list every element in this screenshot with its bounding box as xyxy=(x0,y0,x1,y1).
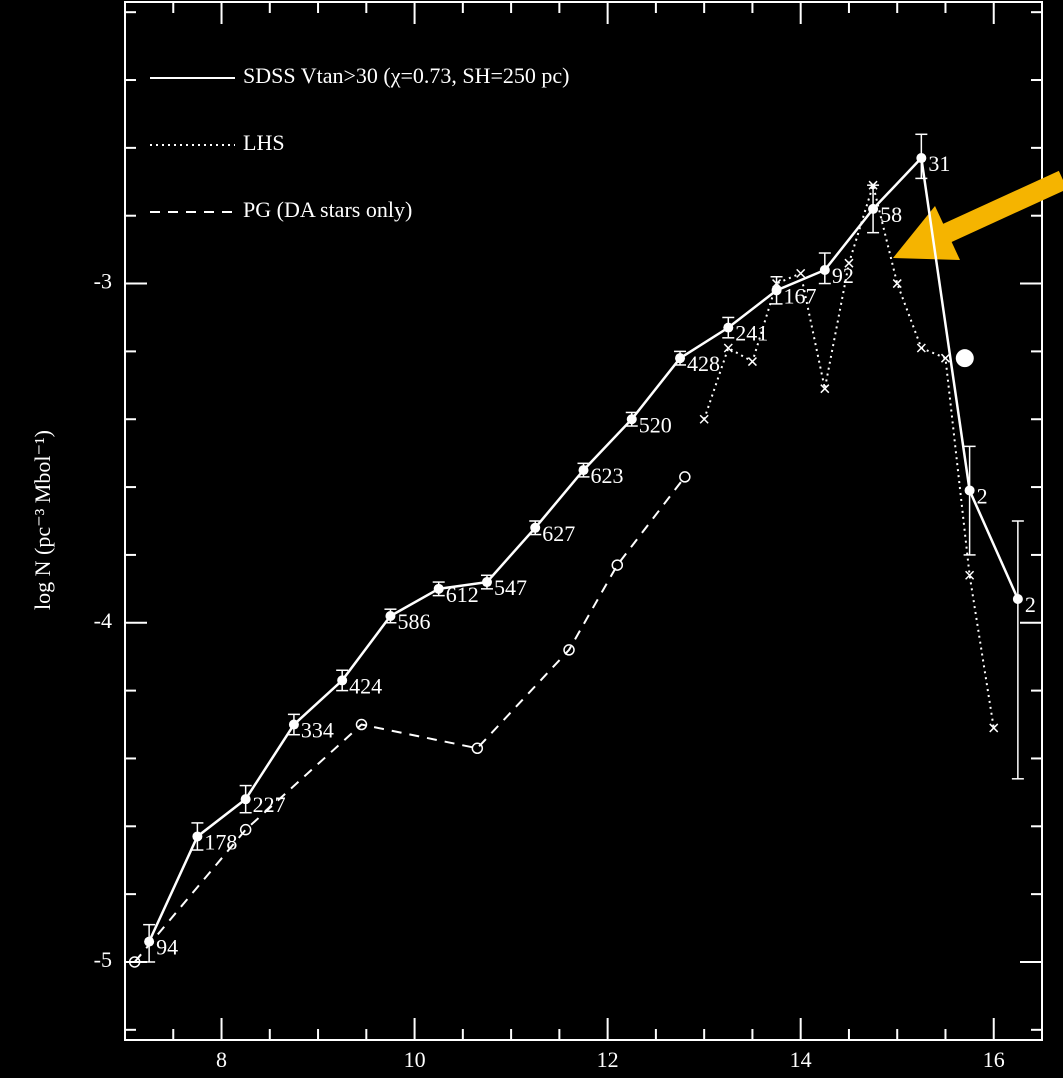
data-point xyxy=(675,353,685,363)
point-label: 92 xyxy=(832,263,854,288)
point-label: 94 xyxy=(156,935,178,960)
y-tick-label: -5 xyxy=(94,947,112,972)
data-point xyxy=(868,204,878,214)
point-label: 227 xyxy=(253,792,286,817)
data-point xyxy=(530,523,540,533)
point-label: 424 xyxy=(349,673,382,698)
chart: log N (pc⁻³ Mbol⁻¹) 8 10 12 14 16 -3 -4 -5 94 178… xyxy=(0,0,1063,1078)
point-label: 2 xyxy=(977,484,988,509)
y-axis-label: log N (pc⁻³ Mbol⁻¹) xyxy=(30,430,55,610)
data-point xyxy=(192,831,202,841)
data-point xyxy=(289,720,299,730)
data-point xyxy=(337,675,347,685)
point-label: 623 xyxy=(591,463,624,488)
data-point xyxy=(1013,594,1023,604)
point-label: 547 xyxy=(494,575,527,600)
data-point xyxy=(385,611,395,621)
point-label: 612 xyxy=(446,582,479,607)
point-label: 627 xyxy=(542,521,575,546)
point-label: 178 xyxy=(204,830,237,855)
data-point xyxy=(434,584,444,594)
legend-label: PG (DA stars only) xyxy=(243,197,412,222)
data-point xyxy=(723,323,733,333)
x-tick-label: 14 xyxy=(790,1047,812,1072)
point-label: 2 xyxy=(1025,592,1036,617)
point-label: 520 xyxy=(639,412,672,437)
x-tick-label: 10 xyxy=(404,1047,426,1072)
point-label: 586 xyxy=(397,609,430,634)
point-label: 31 xyxy=(928,151,950,176)
legend-label: SDSS Vtan>30 (χ=0.73, SH=250 pc) xyxy=(243,63,570,88)
page: log N (pc⁻³ Mbol⁻¹) 8 10 12 14 16 -3 -4 -5 94 178… xyxy=(0,0,1063,1078)
x-tick-label: 8 xyxy=(216,1047,227,1072)
x-tick-label: 12 xyxy=(597,1047,619,1072)
data-point xyxy=(627,414,637,424)
x-tick-label: 16 xyxy=(983,1047,1005,1072)
y-tick-label: -3 xyxy=(94,269,112,294)
point-label: 428 xyxy=(687,351,720,376)
data-point xyxy=(482,577,492,587)
data-point xyxy=(579,465,589,475)
data-point xyxy=(965,485,975,495)
point-label: 167 xyxy=(784,283,817,308)
highlight-point xyxy=(956,349,974,367)
y-tick-label: -4 xyxy=(94,608,112,633)
point-label: 241 xyxy=(735,321,768,346)
data-point xyxy=(916,153,926,163)
data-point xyxy=(241,794,251,804)
data-point xyxy=(820,265,830,275)
legend-label: LHS xyxy=(243,130,285,155)
point-label: 334 xyxy=(301,718,334,743)
